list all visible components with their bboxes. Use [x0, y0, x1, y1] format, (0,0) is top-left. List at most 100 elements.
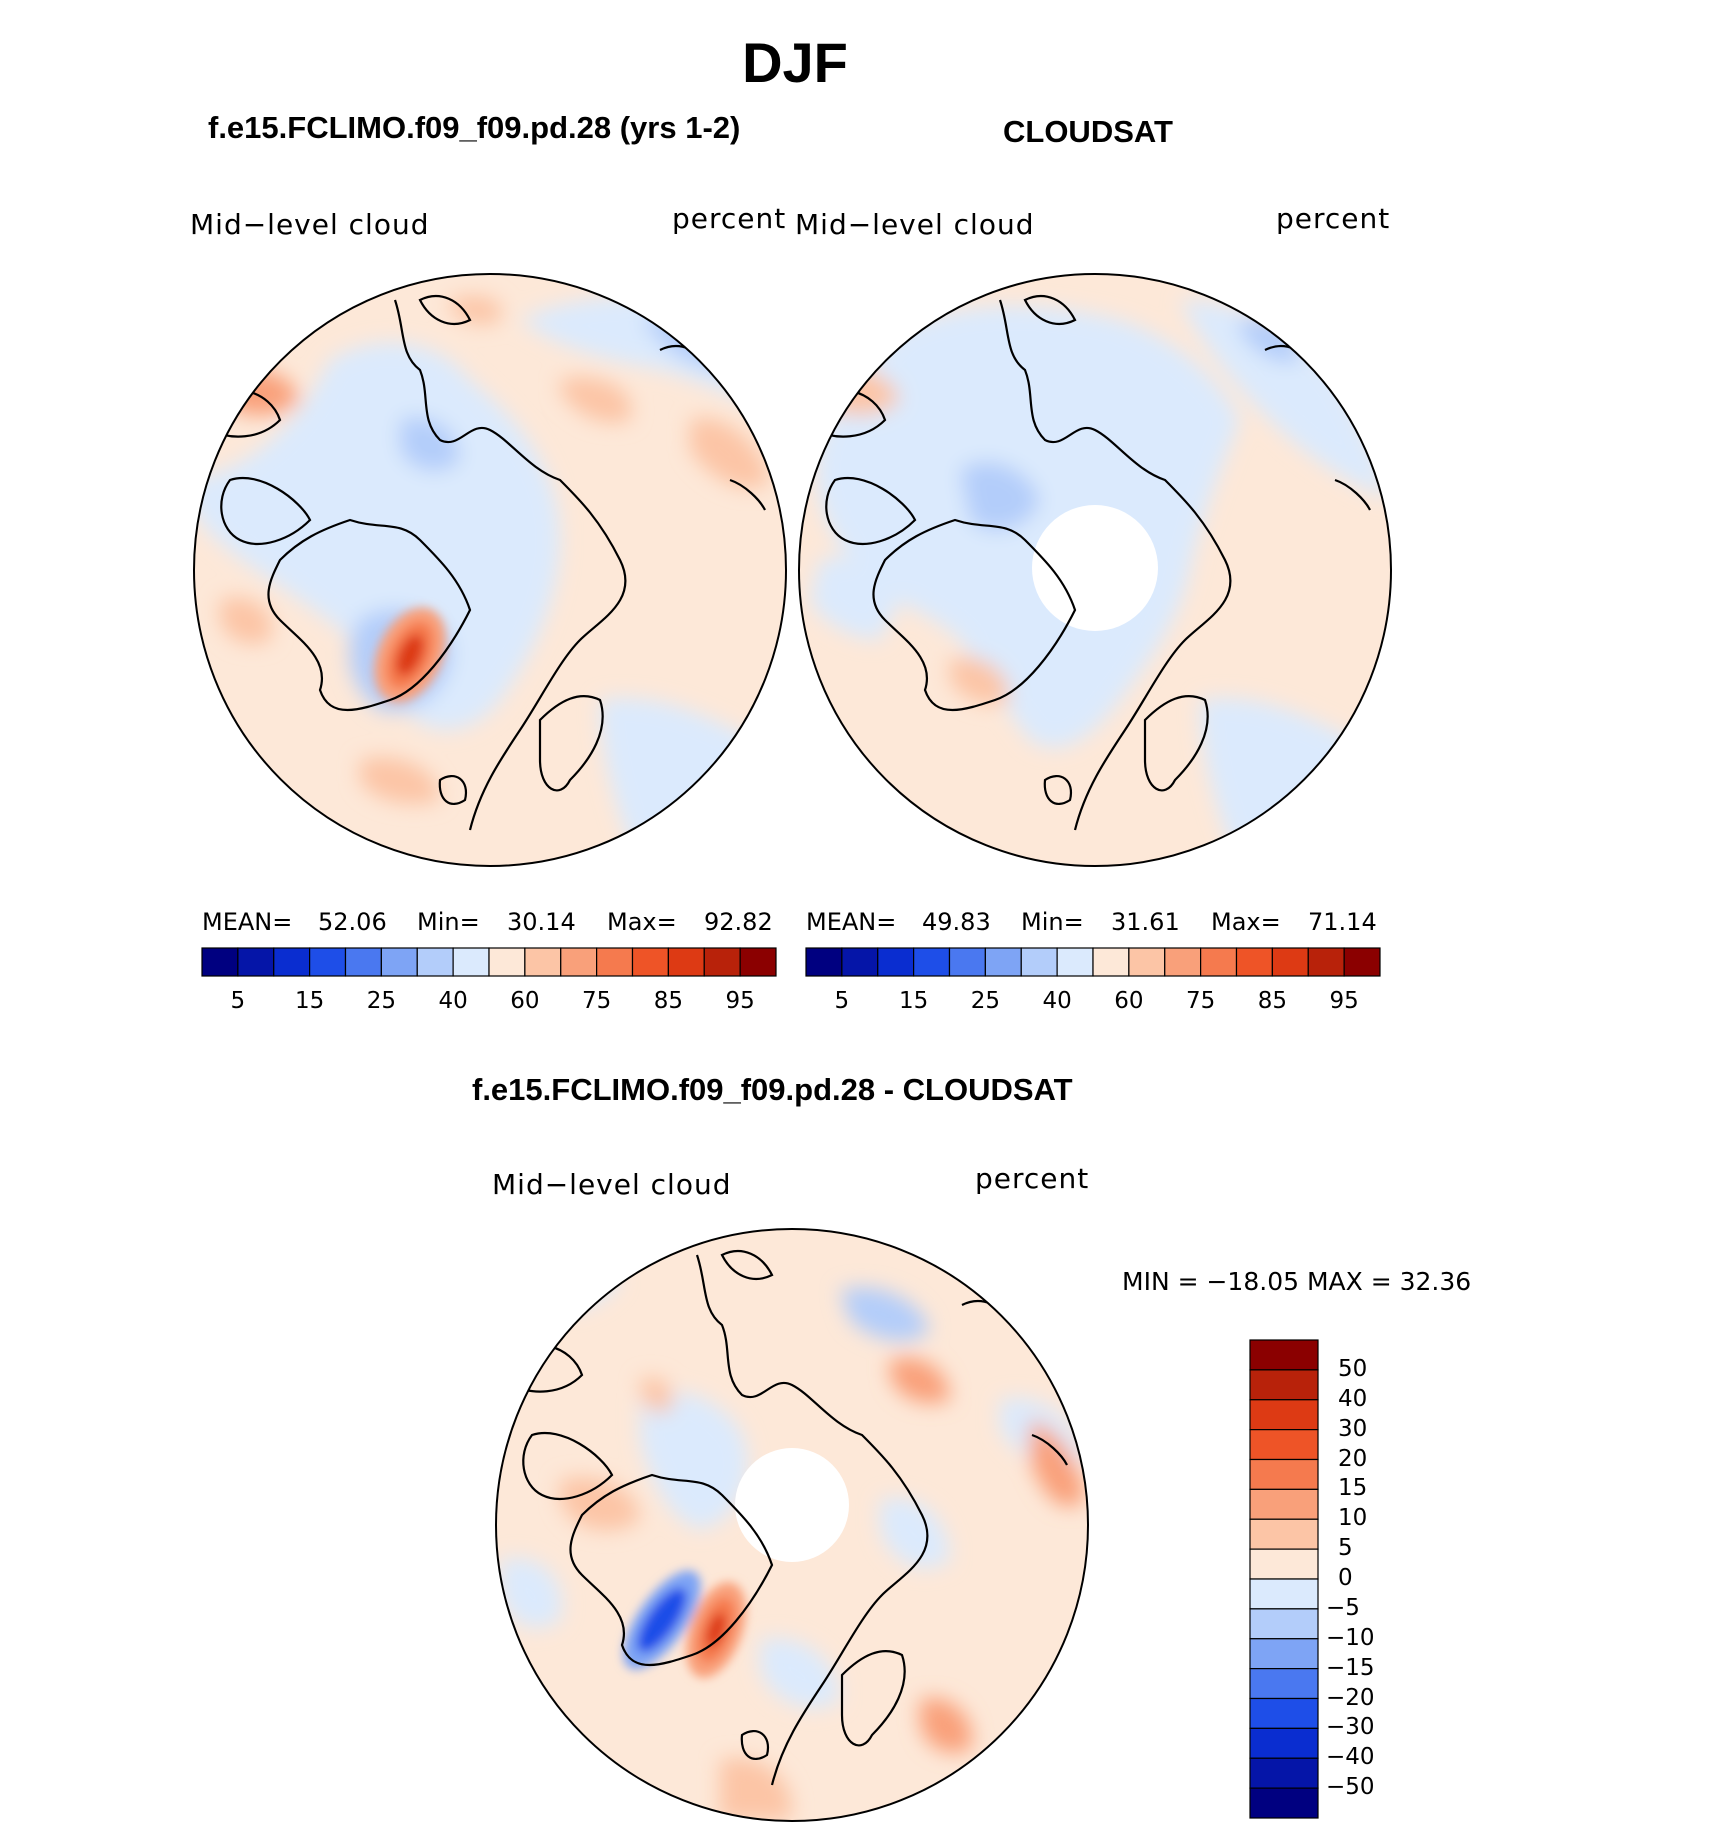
colorbar-3-swatch: [1249, 1429, 1319, 1461]
colorbar-3-tick-label: 15: [1338, 1475, 1368, 1502]
colorbar-1-swatch: [201, 947, 239, 977]
map-1-greenland-anomaly: [374, 607, 446, 703]
panel-3-variable: Mid−level cloud: [492, 1168, 732, 1201]
colorbar-2-tick-label: 60: [1114, 988, 1144, 1014]
colorbar-2-tick-label: 40: [1042, 988, 1072, 1014]
map-2-border: [798, 273, 1392, 867]
map-3-border: [495, 1228, 1089, 1822]
panel-1-min: 30.14: [507, 908, 576, 936]
colorbar-2-swatch: [1200, 947, 1238, 977]
panel-1-min-label: Min=: [417, 908, 480, 936]
colorbar-2-swatch: [913, 947, 951, 977]
panel-1-variable: Mid−level cloud: [190, 208, 430, 241]
colorbar-2-tick-label: 95: [1329, 988, 1359, 1014]
colorbar-2-tick-label: 25: [970, 988, 1001, 1014]
colorbar-1-tick-label: 75: [581, 988, 612, 1014]
colorbar-1-swatch: [380, 947, 418, 977]
panel-1-mean-label: MEAN=: [202, 908, 293, 936]
colorbar-3-swatch: [1249, 1638, 1319, 1670]
colorbar-2-swatch: [1343, 947, 1381, 977]
colorbar-2-swatch: [1235, 947, 1273, 977]
colorbar-3-swatch: [1249, 1339, 1319, 1371]
colorbar-3-swatch: [1249, 1548, 1319, 1580]
colorbar-3-tick-label: −5: [1326, 1594, 1360, 1621]
colorbar-1-swatch: [703, 947, 741, 977]
colorbar-3-swatch: [1249, 1697, 1319, 1729]
colorbar-2-swatch: [948, 947, 986, 977]
colorbar-3-swatch: [1249, 1578, 1319, 1610]
colorbar-2-tick-label: 75: [1185, 988, 1216, 1014]
panel-2-max-label: Max=: [1211, 908, 1281, 936]
colorbar-1-tick-label: 40: [438, 988, 468, 1014]
colorbar-1-swatch: [344, 947, 382, 977]
colorbar-1-swatch: [524, 947, 562, 977]
colorbar-1-swatch: [560, 947, 598, 977]
map-1: [193, 273, 787, 867]
colorbar-3-swatch: [1249, 1369, 1319, 1401]
colorbar-3-swatch: [1249, 1757, 1319, 1789]
colorbar-3-swatch: [1249, 1458, 1319, 1490]
map-2: [798, 273, 1392, 867]
colorbar-2-swatch: [1128, 947, 1166, 977]
colorbar-2-swatch: [1271, 947, 1309, 977]
colorbar-2-swatch: [1020, 947, 1058, 977]
colorbar-3-tick-label: 20: [1338, 1445, 1368, 1472]
map-3-no-data-hole: [735, 1448, 849, 1562]
colorbar-1-swatch: [488, 947, 526, 977]
colorbar-3-swatch: [1249, 1668, 1319, 1700]
panel-2-variable: Mid−level cloud: [795, 208, 1035, 241]
panel-1-max-label: Max=: [607, 908, 677, 936]
colorbar-3-tick-label: −30: [1326, 1714, 1375, 1741]
colorbar-3-tick-label: 5: [1338, 1535, 1353, 1562]
panel-1-units: percent: [672, 202, 787, 235]
colorbar-3-swatch: [1249, 1518, 1319, 1550]
colorbar-1-tick-label: 5: [230, 988, 246, 1014]
colorbar-2-swatch: [841, 947, 879, 977]
panel-2-mean: 49.83: [922, 908, 991, 936]
colorbar-3-tick-label: 30: [1338, 1415, 1368, 1442]
panel-3-title: f.e15.FCLIMO.f09_f09.pd.28 - CLOUDSAT: [472, 1072, 1073, 1107]
colorbar-1-swatch: [416, 947, 454, 977]
panel-3-units: percent: [975, 1162, 1090, 1195]
colorbar-2-tick-label: 15: [898, 988, 929, 1014]
map-1-coastlines: [198, 295, 766, 831]
colorbar-1-swatch: [273, 947, 311, 977]
colorbar-3: [1249, 1339, 1319, 1819]
panel-2-min-label: Min=: [1021, 908, 1084, 936]
colorbar-2-swatch: [1307, 947, 1345, 977]
colorbar-2-swatch: [877, 947, 915, 977]
colorbar-3-tick-label: −50: [1326, 1774, 1375, 1801]
colorbar-3-swatch: [1249, 1727, 1319, 1759]
colorbar-2-swatch: [984, 947, 1022, 977]
colorbar-2-tick-label: 85: [1257, 988, 1288, 1014]
colorbar-3-swatch: [1249, 1488, 1319, 1520]
map-2-no-data-hole: [1032, 505, 1158, 631]
colorbar-1: [201, 947, 777, 977]
colorbar-3-tick-label: 50: [1338, 1355, 1368, 1382]
colorbar-3-tick-label: −15: [1326, 1654, 1375, 1681]
colorbar-1-swatch: [739, 947, 777, 977]
panel-2-max: 71.14: [1308, 908, 1377, 936]
colorbar-2-swatch: [1056, 947, 1094, 977]
map-1-border: [193, 273, 787, 867]
colorbar-1-swatch: [237, 947, 275, 977]
colorbar-2-swatch: [1164, 947, 1202, 977]
colorbar-1-tick-label: 85: [653, 988, 684, 1014]
colorbar-3-swatch: [1249, 1608, 1319, 1640]
colorbar-3-tick-label: −40: [1326, 1744, 1375, 1771]
colorbar-1-swatch: [667, 947, 705, 977]
colorbar-1-swatch: [309, 947, 347, 977]
colorbar-2-swatch: [1092, 947, 1130, 977]
colorbar-3-tick-label: 0: [1338, 1565, 1353, 1591]
main-title: DJF: [742, 31, 848, 94]
colorbar-1-swatch: [631, 947, 669, 977]
colorbar-1-swatch: [452, 947, 490, 977]
panel-1-max: 92.82: [704, 908, 773, 936]
colorbar-2-swatch: [805, 947, 843, 977]
colorbar-3-tick-label: 10: [1338, 1505, 1368, 1532]
colorbar-1-tick-label: 15: [294, 988, 325, 1014]
colorbar-1-tick-label: 95: [725, 988, 755, 1014]
colorbar-1-tick-label: 60: [510, 988, 540, 1014]
map-3: [495, 1228, 1089, 1822]
colorbar-3-swatch: [1249, 1787, 1319, 1819]
